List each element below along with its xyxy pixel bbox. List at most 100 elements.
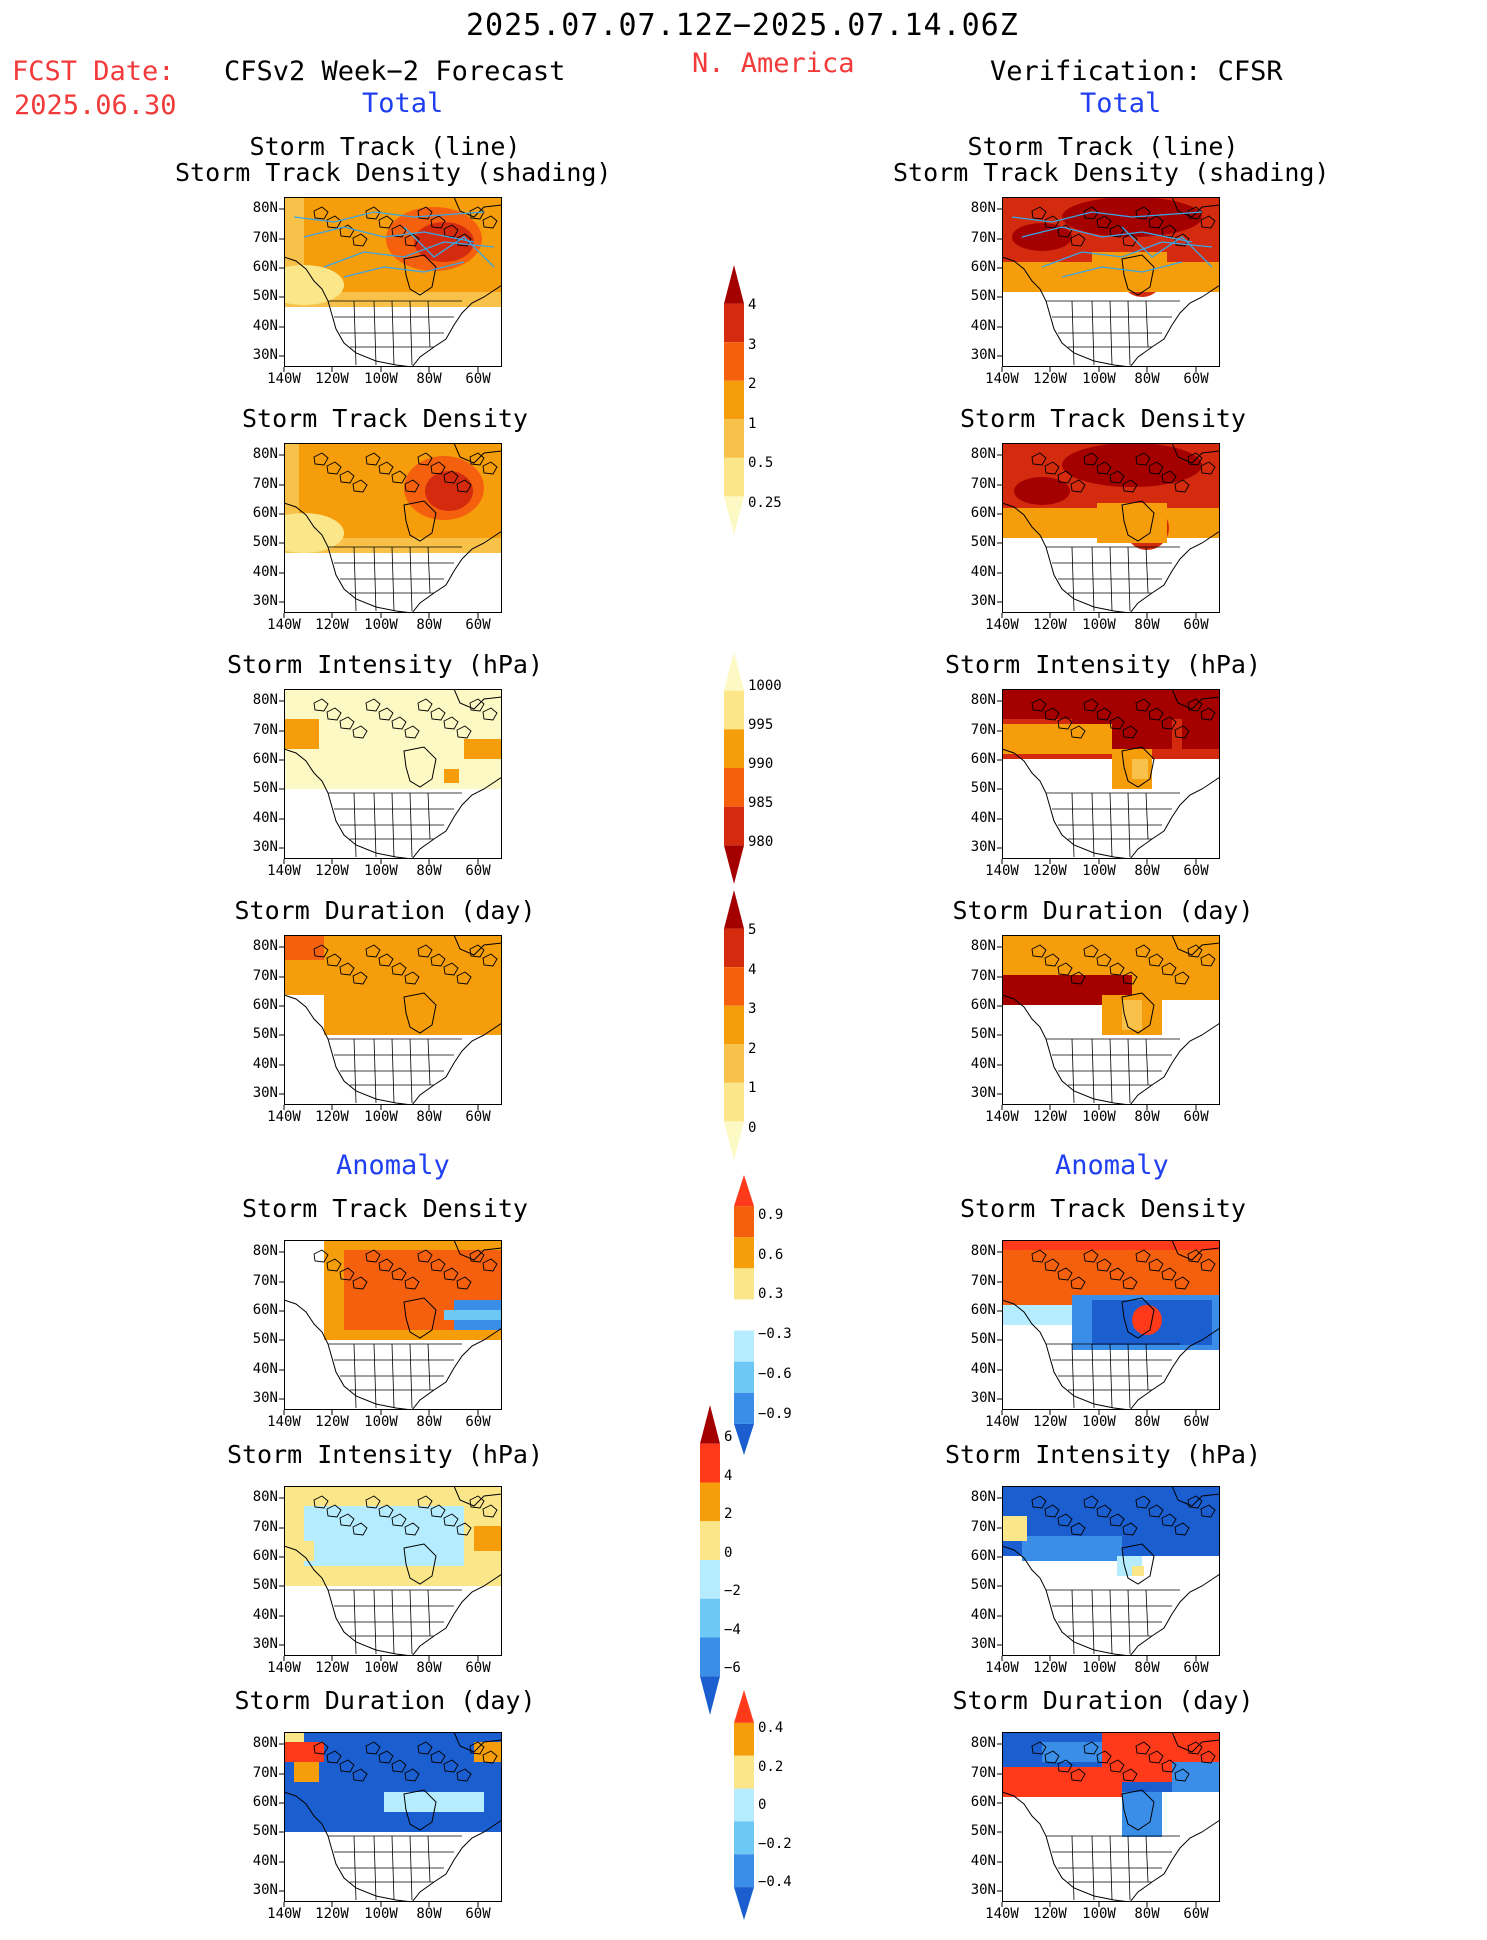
lon-tick: 140W [985, 1414, 1019, 1430]
right-anomaly-label: Anomaly [1055, 1150, 1169, 1181]
lat-tick: 70N [252, 230, 278, 246]
lat-tick: 50N [970, 1026, 996, 1042]
lat-tick: 70N [970, 1273, 996, 1289]
colorbar-anom-density [734, 1175, 754, 1455]
map-r7 [997, 1732, 1220, 1907]
lon-tick: 100W [1082, 863, 1116, 879]
lat-tick: 30N [970, 1390, 996, 1406]
left-column-title: CFSv2 Week−2 Forecast [224, 56, 566, 87]
lat-tick: 30N [252, 347, 278, 363]
lat-tick: 70N [970, 1765, 996, 1781]
colorbar-label: −0.6 [758, 1365, 792, 1382]
lat-tick: 50N [252, 1577, 278, 1593]
title-r6: Storm Intensity (hPa) [944, 1440, 1262, 1469]
lat-tick: 60N [252, 505, 278, 521]
title-l7: Storm Duration (day) [234, 1686, 536, 1715]
title-l1a: Storm Track (line) [249, 132, 521, 161]
lat-tick: 40N [252, 1607, 278, 1623]
lat-tick: 80N [970, 1243, 996, 1259]
title-l5: Storm Track Density [242, 1194, 528, 1223]
lat-tick: 50N [252, 288, 278, 304]
title-r1a: Storm Track (line) [967, 132, 1239, 161]
lon-tick: 60W [1183, 863, 1209, 879]
lon-tick: 80W [416, 371, 442, 387]
lat-tick: 60N [970, 997, 996, 1013]
lat-tick: 80N [252, 200, 278, 216]
colorbar-label: 0.5 [748, 455, 774, 471]
colorbar-label: 985 [748, 795, 774, 811]
lat-tick: 60N [252, 259, 278, 275]
colorbar-label: 0.3 [758, 1286, 784, 1303]
lat-tick: 80N [970, 1735, 996, 1751]
lat-tick: 50N [970, 1331, 996, 1347]
colorbar-label: 980 [748, 834, 774, 850]
right-total-label: Total [1080, 88, 1162, 119]
lat-tick: 40N [252, 810, 278, 826]
lon-tick: 100W [1082, 1660, 1116, 1676]
lon-tick: 140W [267, 1109, 301, 1125]
lon-tick: 120W [1033, 371, 1067, 387]
lon-tick: 100W [364, 1109, 398, 1125]
title-r1b: Storm Track Density (shading) [893, 158, 1330, 187]
lat-tick: 80N [970, 1489, 996, 1505]
colorbar-label: 4 [724, 1467, 733, 1484]
lat-tick: 80N [970, 446, 996, 462]
lat-tick: 50N [970, 534, 996, 550]
colorbar-label: 5 [748, 922, 757, 938]
lon-tick: 60W [1183, 1660, 1209, 1676]
title-l3: Storm Intensity (hPa) [226, 650, 544, 679]
colorbar-label: 3 [748, 1001, 757, 1017]
lon-tick: 140W [267, 1414, 301, 1430]
title-r4: Storm Duration (day) [952, 896, 1254, 925]
lat-tick: 70N [252, 968, 278, 984]
lat-tick: 40N [252, 564, 278, 580]
lon-tick: 140W [985, 371, 1019, 387]
lon-tick: 120W [1033, 1660, 1067, 1676]
lon-tick: 80W [1134, 1109, 1160, 1125]
lat-tick: 70N [970, 230, 996, 246]
lon-tick: 100W [364, 1414, 398, 1430]
fcst-date-label: FCST Date: [12, 56, 175, 87]
map-r4 [997, 935, 1220, 1110]
lon-tick: 80W [1134, 617, 1160, 633]
lon-tick: 120W [315, 1109, 349, 1125]
lat-tick: 30N [252, 1085, 278, 1101]
lat-tick: 60N [970, 259, 996, 275]
lon-tick: 60W [1183, 371, 1209, 387]
colorbar-label: 0 [724, 1544, 733, 1561]
colorbar-label: 6 [724, 1429, 733, 1445]
lon-tick: 60W [1183, 1906, 1209, 1922]
lat-tick: 60N [252, 1302, 278, 1318]
lat-tick: 70N [252, 1273, 278, 1289]
lat-tick: 80N [252, 1243, 278, 1259]
lat-tick: 60N [252, 997, 278, 1013]
map-l6 [279, 1486, 502, 1661]
lat-tick: 80N [970, 200, 996, 216]
lon-tick: 100W [1082, 617, 1116, 633]
lon-tick: 120W [1033, 863, 1067, 879]
lon-tick: 140W [267, 617, 301, 633]
lon-tick: 60W [1183, 1109, 1209, 1125]
title-l4: Storm Duration (day) [234, 896, 536, 925]
title-l2: Storm Track Density [242, 404, 528, 433]
lat-tick: 80N [252, 1735, 278, 1751]
colorbar-label: −4 [724, 1621, 741, 1638]
lat-tick: 70N [252, 722, 278, 738]
colorbar-label: 990 [748, 756, 774, 772]
lat-tick: 30N [970, 1085, 996, 1101]
lon-tick: 140W [985, 863, 1019, 879]
lon-tick: 80W [1134, 371, 1160, 387]
lon-tick: 140W [985, 1660, 1019, 1676]
map-r5 [997, 1240, 1220, 1415]
lon-tick: 100W [364, 863, 398, 879]
lon-tick: 120W [1033, 1906, 1067, 1922]
lat-tick: 30N [970, 839, 996, 855]
map-l7 [279, 1732, 502, 1907]
lon-tick: 60W [465, 1414, 491, 1430]
lon-tick: 140W [267, 863, 301, 879]
lat-tick: 60N [970, 751, 996, 767]
colorbar-label: 1 [748, 415, 757, 432]
lon-tick: 120W [315, 863, 349, 879]
lat-tick: 50N [970, 1823, 996, 1839]
lat-tick: 40N [252, 318, 278, 334]
